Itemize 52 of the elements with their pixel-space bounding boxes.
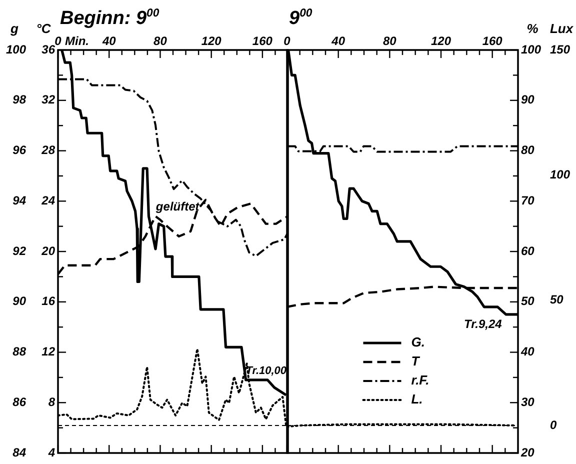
y2-tick-label: 4 <box>47 445 56 460</box>
y-tick-label: 80 <box>521 143 535 158</box>
y2-tick-label: 16 <box>42 294 56 308</box>
y-tick-label: 20 <box>520 445 535 460</box>
x-tick-label: 80 <box>382 34 397 48</box>
x-tick-label: 80 <box>154 34 168 48</box>
y2-tick-label: 20 <box>40 244 56 258</box>
y2-tick-label: 36 <box>42 42 56 56</box>
y2-tick-label: 12 <box>42 344 56 359</box>
x-tick-label: 120 <box>430 34 452 48</box>
annotation: gelüftet <box>154 199 200 214</box>
y-tick-label: 84 <box>12 445 26 460</box>
y2-tick-label: 24 <box>40 193 56 208</box>
y-tick-label: 40 <box>520 344 535 359</box>
x-tick-label: 160 <box>252 34 273 48</box>
x-tick-label: 0 <box>284 34 291 48</box>
legend-label: L. <box>411 392 423 407</box>
y-tick-label: 30 <box>521 394 535 409</box>
y-tick-label: 90 <box>521 92 535 107</box>
y2-tick-label: 32 <box>42 92 56 107</box>
y2-tick-label: 50 <box>550 292 564 307</box>
y-axis-title: % <box>526 21 539 36</box>
y-axis-title: g <box>10 21 19 36</box>
y-tick-label: 90 <box>12 294 26 308</box>
y-tick-label: 96 <box>12 143 26 158</box>
x-tick-label: 40 <box>101 34 116 48</box>
legend-label: G. <box>411 334 425 350</box>
y2-tick-label: 28 <box>40 143 56 158</box>
y-tick-label: 86 <box>12 394 26 409</box>
legend-label: T <box>411 354 420 369</box>
x-tick-label: 40 <box>330 34 346 48</box>
annotation: Tr.9,24 <box>464 316 502 331</box>
y-tick-label: 50 <box>521 294 535 308</box>
y-tick-label: 100 <box>521 42 542 56</box>
x-tick-label: 0 <box>54 34 62 48</box>
y-tick-label: 88 <box>12 344 26 359</box>
legend-label: r.F. <box>411 372 430 388</box>
y-tick-label: 94 <box>12 193 26 208</box>
y2-tick-label: 0 <box>550 418 557 432</box>
x-tick-label: 160 <box>482 34 503 48</box>
y2-tick-label: 100 <box>550 167 570 182</box>
y2-axis-title: Lux <box>550 21 574 36</box>
y2-axis-title: °C <box>36 21 52 36</box>
x-tick-label: 120 <box>201 34 222 48</box>
y-tick-label: 92 <box>12 244 26 258</box>
y2-tick-label: 8 <box>48 394 56 409</box>
x-axis-title: Min. <box>65 34 89 48</box>
y2-tick-label: 150 <box>550 42 570 56</box>
y-tick-label: 98 <box>12 92 26 107</box>
y-tick-label: 60 <box>521 244 535 258</box>
y-tick-label: 70 <box>521 193 535 208</box>
y-tick-label: 100 <box>6 42 26 56</box>
